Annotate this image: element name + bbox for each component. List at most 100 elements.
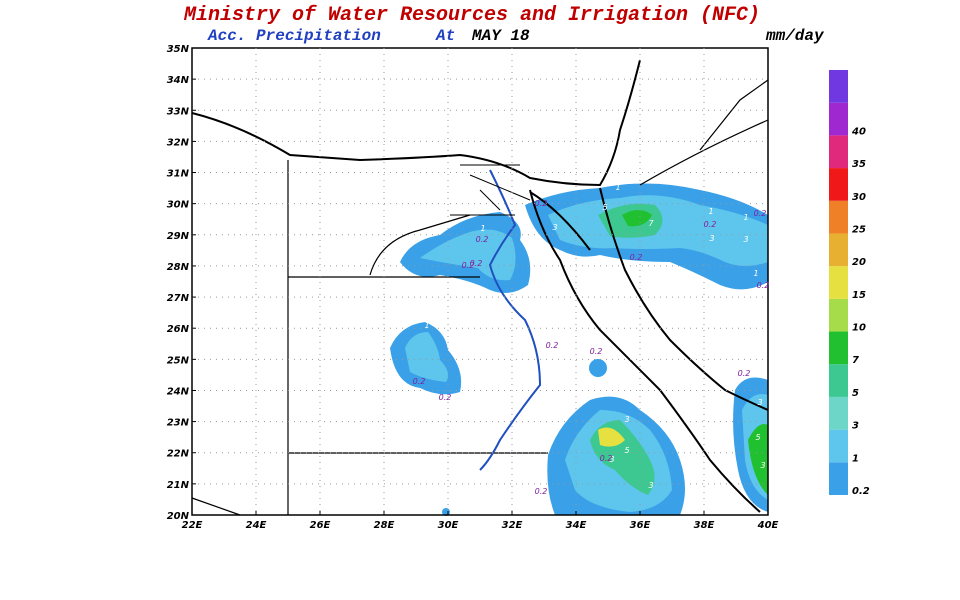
contour-label: 0.2 [546,341,559,350]
colorbar-label: 0.2 [852,486,870,497]
colorbar-label: 7 [852,355,859,366]
colorbar-swatch [829,462,848,495]
contour-label: 0.2 [704,220,717,229]
colorbar-label: 35 [852,159,866,170]
lat-label: 31N [167,169,190,180]
contour-label: 0.2 [476,235,489,244]
contour-label: 1 [615,183,620,192]
border [369,214,471,276]
coastlines [191,59,769,513]
lat-label: 28N [167,262,190,273]
contour-label: 0.2 [600,454,613,463]
contour-label: 5 [755,433,760,442]
contour-label: 0.2 [738,369,751,378]
contour-label: 0.2 [413,377,426,386]
lat-label: 25N [167,355,190,366]
lon-label: 22E [182,520,203,531]
contour-label: 0.2 [757,281,770,290]
precip-blobs [390,183,768,516]
lat-label: 32N [167,137,190,148]
lat-label: 26N [167,324,190,335]
coast [599,187,769,411]
border [191,497,241,516]
colorbar-swatch [829,135,848,169]
colorbar-swatch [829,168,848,201]
coast [529,191,591,251]
lat-label: 22N [167,449,190,460]
coast [191,59,641,187]
colorbar-label: 10 [852,323,866,334]
colorbar-label: 20 [852,257,866,268]
colorbar-label: 5 [852,388,859,399]
contour-label: 0.2 [462,261,475,270]
coast [529,189,761,513]
lat-label: 20N [167,511,190,522]
at-label: At [435,27,455,45]
product: Acc. Precipitation [207,27,381,45]
lat-label: 27N [167,293,190,304]
units: mm/day [765,27,825,45]
rain-area [589,359,607,377]
contour-label: 3 [552,223,557,232]
lat-label: 23N [167,418,190,429]
rain-area [598,427,625,447]
lon-label: 38E [694,520,715,531]
colorbar-swatch [829,298,848,332]
lat-label: 21N [167,480,190,491]
contour-label: 0.2 [470,259,483,268]
colorbar-swatch [829,102,848,136]
contour-label: 0.2 [535,199,548,208]
colorbar-swatch [829,266,848,299]
contour-label: 0.2 [754,209,767,218]
colorbar-label: 1 [852,453,859,464]
contour-label: 0.2 [535,487,548,496]
contour-label: 3 [648,481,653,490]
lon-label: 32E [502,520,523,531]
contour-label: 0.2 [439,393,452,402]
lat-label: 33N [167,106,190,117]
colorbar-label: 25 [852,224,866,235]
colorbar-swatch [829,200,848,234]
lon-label: 40E [757,520,779,531]
colorbar-swatch [829,429,848,463]
date: MAY 18 [471,27,530,45]
contour-label: 3 [757,398,762,407]
contour-label: 7 [648,219,654,228]
lon-label: 24E [246,520,267,531]
contour-label: 1 [753,269,758,278]
rain-area [405,332,448,382]
lon-label: 30E [438,520,459,531]
plot-frame [191,47,769,516]
colorbar-swatch [829,364,848,397]
contour-label: 5 [602,203,607,212]
nile [479,169,542,471]
contour-label: 0.2 [590,347,603,356]
title: Ministry of Water Resources and Irrigati… [183,4,760,27]
contour-label: 3 [624,415,629,424]
contour-label: 0.2 [630,253,643,262]
colorbar-swatch [829,233,848,267]
lat-label: 24N [167,386,190,397]
lon-label: 28E [374,520,395,531]
lon-label: 34E [566,520,587,531]
lat-label: 34N [167,75,190,86]
rain-area [748,424,768,495]
colorbar-swatch [829,70,848,103]
contour-label: 1 [424,321,429,330]
contour-label: 5 [624,446,629,455]
colorbar-label: 30 [852,192,866,203]
rain-area [622,210,652,227]
lat-label: 29N [167,231,190,242]
contour-label: 3 [760,461,765,470]
contour-label: 1 [743,213,748,222]
plot-area [191,47,769,516]
lon-label: 26E [310,520,331,531]
contour-label: 3 [709,234,714,243]
colorbar-label: 15 [852,290,866,301]
border [639,79,769,186]
colorbar-label: 3 [852,421,859,432]
lon-label: 36E [630,520,651,531]
contour-label: 3 [609,455,614,464]
